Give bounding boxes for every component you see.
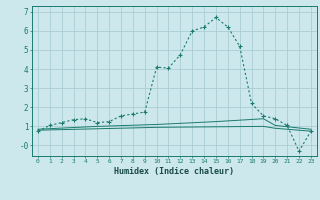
X-axis label: Humidex (Indice chaleur): Humidex (Indice chaleur) bbox=[115, 167, 234, 176]
